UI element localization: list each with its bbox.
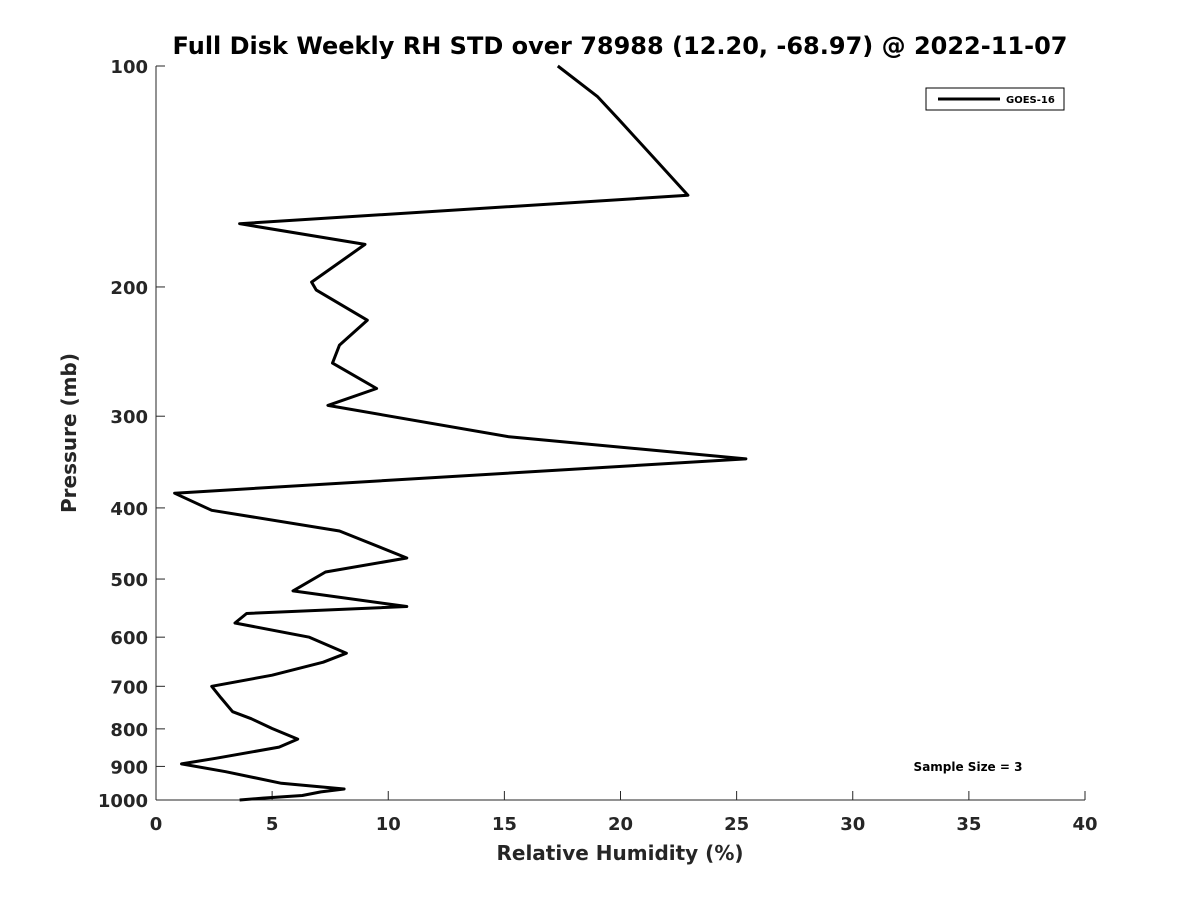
plot-area — [173, 64, 748, 802]
x-tick-label: 40 — [1072, 814, 1097, 835]
y-tick-label: 200 — [110, 278, 148, 299]
y-tick-label: 600 — [110, 628, 148, 649]
x-tick-label: 5 — [266, 814, 279, 835]
y-tick-label: 500 — [110, 570, 148, 591]
x-axis-label: Relative Humidity (%) — [496, 841, 743, 865]
x-tick-label: 30 — [840, 814, 865, 835]
y-tick-label: 800 — [110, 720, 148, 741]
y-tick-label: 100 — [110, 57, 148, 78]
legend-label: GOES-16 — [1006, 95, 1055, 106]
chart-title: Full Disk Weekly RH STD over 78988 (12.2… — [173, 32, 1068, 60]
y-tick-label: 900 — [110, 757, 148, 778]
x-tick-label: 20 — [608, 814, 633, 835]
y-tick-label: 700 — [110, 677, 148, 698]
x-tick-label: 35 — [956, 814, 981, 835]
x-tick-label: 15 — [492, 814, 517, 835]
y-axis-label: Pressure (mb) — [57, 353, 81, 513]
y-tick-label: 300 — [110, 407, 148, 428]
y-tick-label: 1000 — [98, 791, 148, 812]
series-line-0 — [173, 64, 748, 802]
x-ticks: 0 5 10 15 20 25 30 35 40 — [150, 791, 1098, 835]
axes — [155, 66, 1085, 801]
y-tick-label: 400 — [110, 499, 148, 520]
legend: GOES-16 — [925, 87, 1065, 111]
y-ticks: 100 200 300 400 500 600 700 800 900 1000 — [98, 57, 165, 812]
x-tick-label: 0 — [150, 814, 163, 835]
x-tick-label: 10 — [376, 814, 401, 835]
x-tick-label: 25 — [724, 814, 749, 835]
sample-size-annotation: Sample Size = 3 — [914, 760, 1023, 774]
